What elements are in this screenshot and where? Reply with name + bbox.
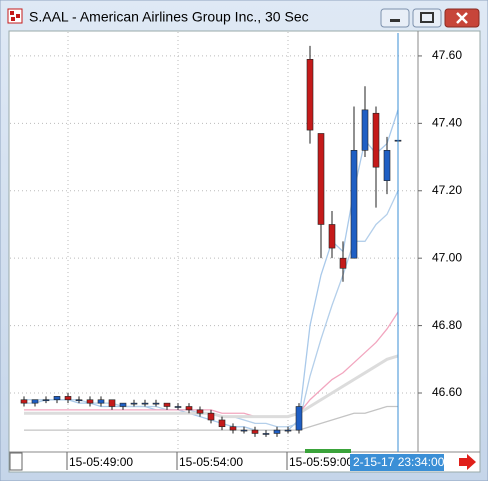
- moving-average-line: [24, 311, 399, 418]
- candle-body: [75, 399, 83, 402]
- candle-body: [361, 109, 369, 151]
- candle-body: [152, 402, 160, 405]
- maximize-button[interactable]: [412, 8, 442, 28]
- app-icon: [7, 8, 23, 24]
- window-title: S.AAL - American Airlines Group Inc., 30…: [29, 9, 309, 25]
- candle-body: [31, 399, 39, 404]
- candle-body: [207, 412, 215, 421]
- cursor-label: 2-15-17 23:34:00: [353, 455, 445, 469]
- candle-body: [42, 399, 50, 402]
- candle-body: [108, 399, 116, 407]
- candle-body: [97, 399, 105, 404]
- y-tick-label: 47.40: [432, 116, 462, 130]
- candle-body: [163, 402, 171, 407]
- candle-body: [130, 402, 138, 405]
- candle-body: [339, 257, 347, 269]
- cursor-label-box: [350, 454, 444, 471]
- y-tick-label: 46.60: [432, 385, 462, 399]
- moving-average-line: [24, 405, 398, 431]
- candle-body: [306, 59, 314, 131]
- y-tick-label: 47.20: [432, 183, 462, 197]
- candle-body: [240, 429, 248, 432]
- candle-body: [20, 399, 28, 404]
- scroll-box[interactable]: [9, 452, 23, 471]
- candle-body: [328, 224, 336, 249]
- x-tick-label: 15-05:49:00: [69, 455, 133, 469]
- candle-body: [196, 409, 204, 414]
- candle-body: [251, 429, 259, 434]
- close-button[interactable]: [444, 8, 480, 28]
- candle-body: [229, 426, 237, 431]
- candle-body: [295, 406, 303, 431]
- candle-body: [273, 429, 281, 434]
- y-tick-label: 46.80: [432, 318, 462, 332]
- candle-body: [383, 150, 391, 181]
- y-tick-label: 47.60: [432, 48, 462, 62]
- plot: 46.60 46.80 47.00 47.20 47.40 47.60 15-05:49:0…: [10, 32, 462, 470]
- candle-body: [86, 399, 94, 404]
- candle-body: [64, 396, 72, 401]
- candle-body: [174, 406, 182, 408]
- candle-body: [372, 112, 380, 168]
- candle-body: [262, 433, 270, 435]
- scroll-right-arrow[interactable]: [459, 454, 476, 470]
- x-tick-label: 15-05:59:00: [289, 455, 353, 469]
- candle-body: [284, 429, 292, 432]
- candle-body: [185, 406, 193, 411]
- session-bar: [305, 449, 351, 453]
- candle-body: [119, 402, 127, 407]
- candle-body: [350, 150, 358, 259]
- candle-body: [218, 419, 226, 428]
- candle-body: [317, 133, 325, 225]
- candle-body: [141, 402, 149, 405]
- y-tick-label: 47.00: [432, 250, 462, 264]
- minimize-button[interactable]: [380, 8, 410, 28]
- x-tick-label: 15-05:54:00: [179, 455, 243, 469]
- chart-panel: [8, 30, 481, 473]
- candle-body: [53, 396, 61, 401]
